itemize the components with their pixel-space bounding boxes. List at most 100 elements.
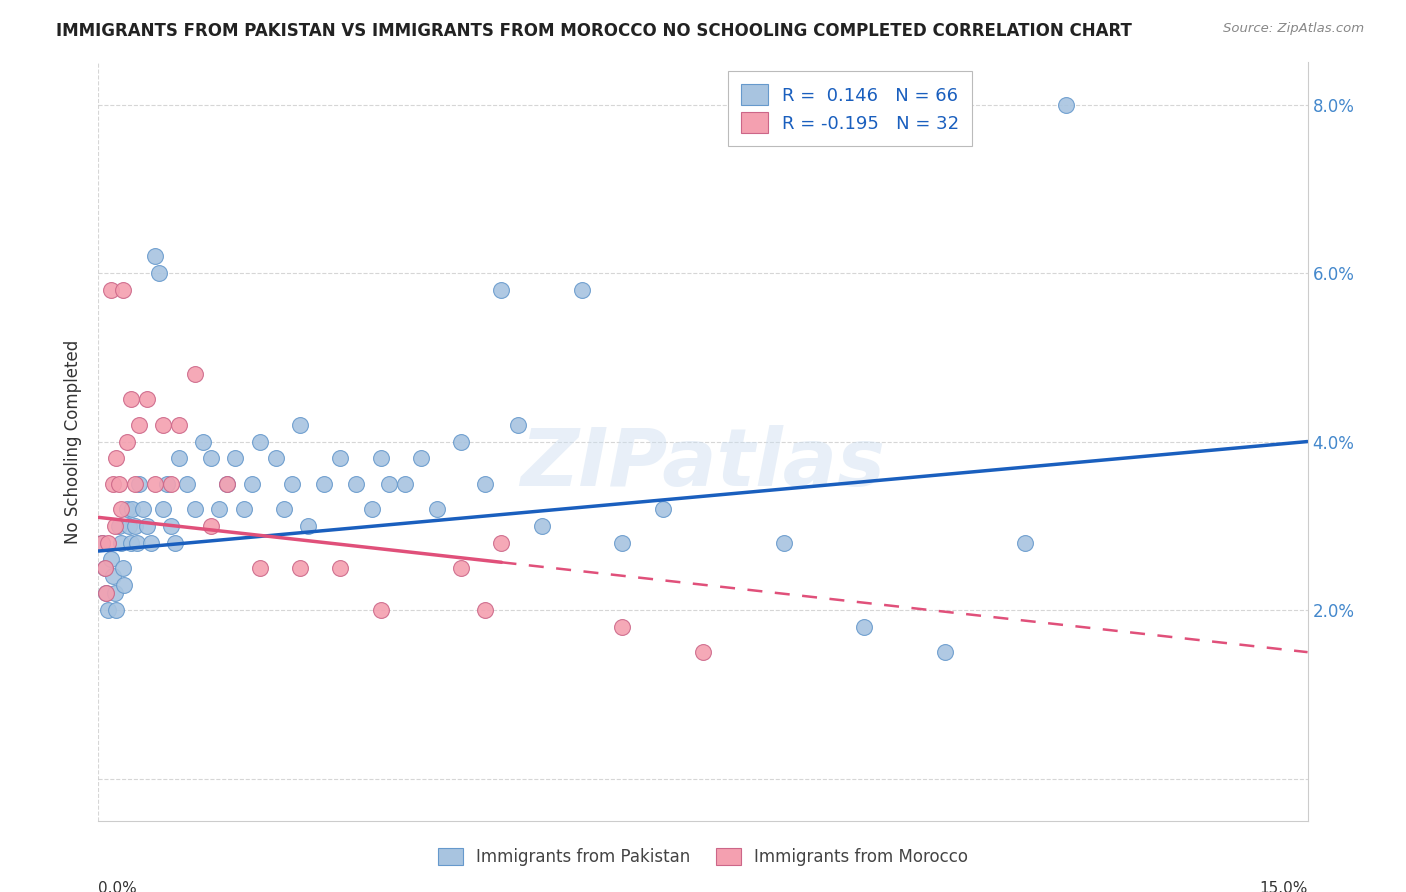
- Point: [163, 535, 186, 549]
- Point: [217, 476, 239, 491]
- Point: [344, 476, 367, 491]
- Point: [101, 569, 124, 583]
- Point: [394, 476, 416, 491]
- Point: [1054, 97, 1077, 112]
- Point: [491, 535, 513, 549]
- Point: [128, 417, 150, 432]
- Point: [91, 535, 114, 549]
- Point: [772, 535, 794, 549]
- Point: [530, 518, 553, 533]
- Point: [103, 586, 125, 600]
- Point: [94, 561, 117, 575]
- Point: [132, 502, 155, 516]
- Point: [105, 451, 128, 466]
- Point: [474, 603, 496, 617]
- Point: [193, 434, 215, 449]
- Point: [143, 249, 166, 263]
- Point: [506, 417, 529, 432]
- Point: [105, 603, 128, 617]
- Point: [135, 392, 157, 407]
- Point: [107, 518, 129, 533]
- Point: [111, 283, 134, 297]
- Point: [409, 451, 432, 466]
- Legend: Immigrants from Pakistan, Immigrants from Morocco: Immigrants from Pakistan, Immigrants fro…: [430, 840, 976, 875]
- Point: [288, 417, 311, 432]
- Point: [115, 502, 138, 516]
- Point: [288, 561, 311, 575]
- Point: [491, 283, 513, 297]
- Point: [249, 561, 271, 575]
- Point: [361, 502, 384, 516]
- Point: [118, 518, 141, 533]
- Text: 15.0%: 15.0%: [1260, 881, 1308, 892]
- Point: [200, 518, 222, 533]
- Point: [612, 620, 634, 634]
- Point: [167, 417, 190, 432]
- Point: [200, 451, 222, 466]
- Point: [176, 476, 198, 491]
- Point: [96, 586, 118, 600]
- Point: [377, 476, 399, 491]
- Point: [120, 535, 142, 549]
- Point: [612, 535, 634, 549]
- Point: [329, 561, 352, 575]
- Point: [426, 502, 449, 516]
- Point: [208, 502, 231, 516]
- Point: [107, 476, 129, 491]
- Point: [91, 535, 114, 549]
- Point: [135, 518, 157, 533]
- Point: [152, 417, 174, 432]
- Point: [160, 476, 183, 491]
- Text: 0.0%: 0.0%: [98, 881, 138, 892]
- Point: [450, 561, 472, 575]
- Y-axis label: No Schooling Completed: No Schooling Completed: [65, 340, 83, 543]
- Point: [329, 451, 352, 466]
- Point: [148, 266, 170, 280]
- Point: [152, 502, 174, 516]
- Point: [281, 476, 304, 491]
- Point: [124, 476, 146, 491]
- Point: [224, 451, 246, 466]
- Point: [370, 451, 392, 466]
- Point: [370, 603, 392, 617]
- Point: [240, 476, 263, 491]
- Point: [249, 434, 271, 449]
- Point: [100, 283, 122, 297]
- Text: Source: ZipAtlas.com: Source: ZipAtlas.com: [1223, 22, 1364, 36]
- Point: [314, 476, 336, 491]
- Point: [115, 434, 138, 449]
- Legend: R =  0.146   N = 66, R = -0.195   N = 32: R = 0.146 N = 66, R = -0.195 N = 32: [728, 71, 972, 145]
- Point: [167, 451, 190, 466]
- Text: IMMIGRANTS FROM PAKISTAN VS IMMIGRANTS FROM MOROCCO NO SCHOOLING COMPLETED CORRE: IMMIGRANTS FROM PAKISTAN VS IMMIGRANTS F…: [56, 22, 1132, 40]
- Point: [112, 578, 135, 592]
- Point: [232, 502, 254, 516]
- Point: [474, 476, 496, 491]
- Point: [97, 603, 120, 617]
- Point: [184, 367, 207, 381]
- Point: [217, 476, 239, 491]
- Point: [124, 518, 146, 533]
- Point: [128, 476, 150, 491]
- Point: [273, 502, 295, 516]
- Point: [571, 283, 593, 297]
- Point: [97, 535, 120, 549]
- Point: [110, 502, 132, 516]
- Point: [160, 518, 183, 533]
- Point: [103, 518, 125, 533]
- Point: [143, 476, 166, 491]
- Point: [94, 561, 117, 575]
- Point: [120, 392, 142, 407]
- Point: [184, 502, 207, 516]
- Point: [139, 535, 162, 549]
- Point: [111, 561, 134, 575]
- Text: ZIPatlas: ZIPatlas: [520, 425, 886, 503]
- Point: [96, 586, 118, 600]
- Point: [1014, 535, 1036, 549]
- Point: [127, 535, 149, 549]
- Point: [450, 434, 472, 449]
- Point: [264, 451, 287, 466]
- Point: [110, 535, 132, 549]
- Point: [853, 620, 876, 634]
- Point: [156, 476, 179, 491]
- Point: [651, 502, 673, 516]
